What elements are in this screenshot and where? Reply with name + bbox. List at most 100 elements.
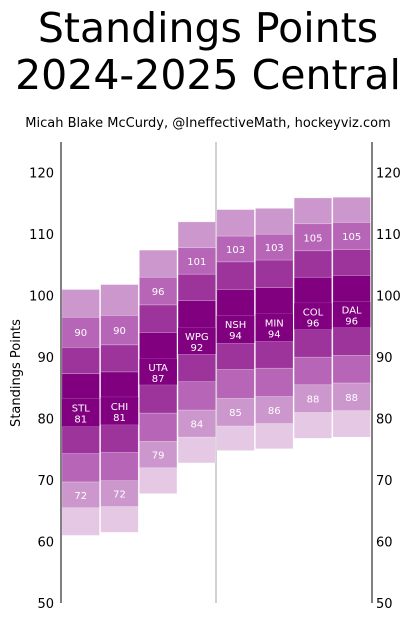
- p90-value-label: 103: [226, 245, 245, 256]
- probability-band: [293, 356, 333, 386]
- y-tick-label-right: 80: [376, 413, 393, 428]
- probability-band: [177, 221, 216, 249]
- probability-band: [332, 354, 371, 384]
- probability-band: [255, 423, 294, 450]
- team-label: DAL: [342, 306, 362, 317]
- median-box: [62, 398, 100, 427]
- median-box: [100, 397, 139, 425]
- probability-band: [255, 287, 294, 314]
- y-tick-label-right: 100: [376, 290, 401, 305]
- probability-band: [100, 506, 139, 533]
- probability-band: [177, 381, 216, 411]
- y-tick-label-left: 110: [29, 228, 54, 243]
- median-box: [294, 303, 332, 330]
- probability-band: [177, 273, 216, 301]
- p90-value-label: 96: [152, 287, 165, 298]
- probability-band: [216, 369, 255, 399]
- median-value-label: 81: [113, 413, 126, 424]
- probability-band: [100, 480, 139, 507]
- y-tick-label-left: 70: [37, 474, 54, 489]
- y-tick-label-right: 60: [376, 536, 393, 551]
- median-box: [255, 313, 293, 342]
- p10-value-label: 88: [345, 393, 358, 404]
- median-value-label: 87: [152, 374, 165, 385]
- probability-band: [177, 300, 216, 328]
- probability-band: [293, 329, 333, 358]
- y-tick-label-left: 90: [37, 351, 54, 366]
- probability-band: [216, 342, 255, 370]
- probability-band: [61, 426, 100, 454]
- median-box: [178, 327, 216, 355]
- probability-band: [293, 384, 333, 413]
- probability-band: [139, 441, 178, 469]
- chart-title-line-1: Standings Points: [37, 4, 379, 52]
- probability-band: [100, 371, 139, 398]
- y-tick-label-right: 120: [376, 167, 401, 182]
- probability-band: [61, 316, 100, 348]
- probability-band: [293, 197, 333, 225]
- p10-value-label: 84: [190, 420, 203, 431]
- probability-band: [216, 289, 255, 316]
- probability-band: [293, 223, 333, 252]
- probability-band: [332, 410, 371, 438]
- probability-band: [61, 346, 100, 375]
- probability-band: [100, 452, 139, 481]
- chart-title-line-2: 2024-2025 Central: [15, 51, 401, 99]
- probability-band: [177, 353, 216, 383]
- median-value-label: 94: [229, 331, 242, 342]
- p10-value-label: 88: [307, 395, 320, 406]
- p10-value-label: 72: [113, 490, 126, 501]
- median-box: [139, 358, 177, 385]
- p90-value-label: 101: [187, 257, 206, 268]
- p90-value-label: 105: [342, 232, 361, 243]
- team-label: COL: [303, 307, 324, 318]
- probability-band: [255, 208, 294, 235]
- y-tick-label-right: 110: [376, 228, 401, 243]
- probability-band: [332, 249, 371, 276]
- probability-band: [100, 284, 139, 316]
- team-label: MIN: [265, 318, 284, 329]
- probability-band: [216, 425, 255, 451]
- p10-value-label: 85: [229, 408, 242, 419]
- p90-value-label: 105: [303, 233, 322, 244]
- probability-band: [216, 235, 255, 263]
- probability-band: [139, 332, 178, 360]
- probability-band: [332, 222, 371, 250]
- y-tick-label-right: 50: [376, 597, 393, 612]
- probability-band: [332, 382, 371, 411]
- probability-band: [255, 340, 294, 369]
- y-tick-label-right: 70: [376, 474, 393, 489]
- probability-band: [139, 249, 178, 278]
- team-label: NSH: [225, 320, 246, 331]
- p90-value-label: 103: [265, 243, 284, 254]
- y-tick-label-left: 60: [37, 536, 54, 551]
- probability-band: [177, 436, 216, 464]
- y-axis-label: Standings Points: [9, 319, 24, 427]
- probability-band: [255, 367, 294, 397]
- probability-band: [332, 275, 371, 303]
- probability-band: [255, 259, 294, 288]
- median-value-label: 96: [307, 318, 320, 329]
- probability-band: [293, 276, 333, 304]
- probability-band: [332, 197, 371, 223]
- probability-band: [139, 384, 178, 414]
- chart-subtitle: Micah Blake McCurdy, @IneffectiveMath, h…: [25, 116, 391, 131]
- p90-value-label: 90: [74, 328, 87, 339]
- probability-band: [216, 261, 255, 290]
- probability-band: [61, 453, 100, 483]
- median-value-label: 81: [74, 414, 87, 425]
- probability-band: [61, 481, 100, 509]
- probability-band: [255, 233, 294, 261]
- median-box: [216, 315, 255, 343]
- team-label: WPG: [185, 332, 209, 343]
- p90-value-label: 90: [113, 326, 126, 337]
- p10-value-label: 72: [74, 491, 87, 502]
- probability-band: [139, 467, 178, 494]
